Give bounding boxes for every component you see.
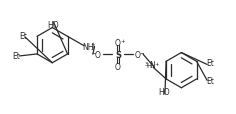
Text: O: O <box>115 62 121 71</box>
Text: NH: NH <box>82 42 94 51</box>
Text: O: O <box>115 38 121 47</box>
Text: HO: HO <box>48 20 59 29</box>
Text: 3: 3 <box>90 46 94 51</box>
Text: +: + <box>154 61 159 66</box>
Text: O: O <box>95 50 101 59</box>
Text: O: O <box>135 50 141 59</box>
Text: H: H <box>146 62 152 68</box>
Text: N: N <box>149 61 155 70</box>
Text: Et: Et <box>13 52 20 61</box>
Text: −: − <box>92 50 96 55</box>
Text: Et: Et <box>19 32 27 41</box>
Text: +: + <box>120 38 124 43</box>
Text: HO: HO <box>158 87 169 96</box>
Text: Et: Et <box>206 59 214 68</box>
Text: 3: 3 <box>145 61 148 66</box>
Text: S: S <box>115 50 121 59</box>
Text: Et: Et <box>206 76 214 85</box>
Text: −: − <box>140 50 144 55</box>
Text: +: + <box>90 42 95 47</box>
